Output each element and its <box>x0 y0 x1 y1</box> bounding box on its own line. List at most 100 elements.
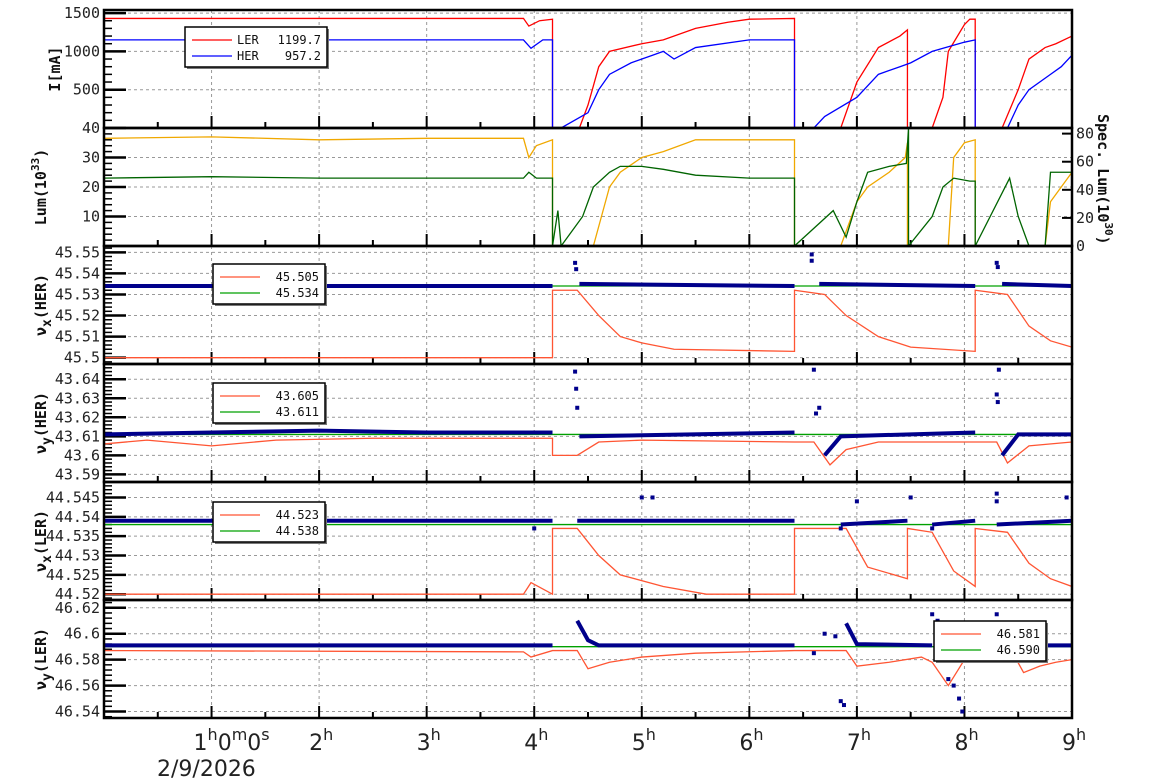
x-tick-label-part: 6 <box>739 731 753 756</box>
data-point <box>957 696 962 701</box>
y-tick-label: 44.535 <box>46 527 100 545</box>
right-axis-label-end: ) <box>1094 236 1112 245</box>
data-point <box>575 405 580 410</box>
legend-value: 46.581 <box>997 627 1040 641</box>
y-axis-label-sup: 33 <box>29 158 42 171</box>
series-segment-measured <box>840 518 908 527</box>
right-y-tick-label: 40 <box>1076 181 1094 199</box>
legend: 44.523 44.538 <box>212 501 327 544</box>
series-segment-measured <box>823 430 976 457</box>
series-group <box>104 367 1072 466</box>
data-point <box>930 526 935 531</box>
y-tick-label: 1000 <box>64 42 100 60</box>
data-point <box>811 651 816 656</box>
y-tick-label: 45.53 <box>55 285 100 303</box>
y-axis-label-sub: y <box>40 437 55 445</box>
data-point <box>822 631 827 636</box>
y-tick-label: 44.52 <box>55 585 100 603</box>
x-tick-label-part: 8 <box>954 731 968 756</box>
legend-value: 43.611 <box>276 405 319 419</box>
x-tick-label-part: 4 <box>524 731 538 756</box>
x-tick-label-part: h <box>208 725 218 744</box>
y-tick-label: 43.62 <box>55 408 100 426</box>
y-axis-label-sub: x <box>40 319 55 327</box>
series-group <box>104 17 1072 128</box>
legend-value: 44.523 <box>276 508 319 522</box>
data-point <box>809 258 814 263</box>
y-tick-label: 30 <box>82 149 100 167</box>
y-tick-label: 45.52 <box>55 307 100 325</box>
x-tick-label-part: h <box>538 725 548 744</box>
right-y-tick-label: 60 <box>1076 153 1094 171</box>
data-point <box>574 386 579 391</box>
x-tick-label: 2h <box>309 725 333 756</box>
data-point <box>639 495 644 500</box>
y-tick-label: 46.56 <box>55 677 100 695</box>
x-tick-label: 9h <box>1062 725 1086 756</box>
right-axis-label-text: Spec. Lum(10 <box>1094 114 1112 222</box>
y-axis-label-sub: y <box>40 673 55 681</box>
x-tick-label-part: h <box>431 725 441 744</box>
y-axis-label-text: ν <box>32 681 50 690</box>
y-tick-label: 43.6 <box>64 446 100 464</box>
series-segment-measured <box>579 281 795 289</box>
legend: 46.581 46.590 <box>933 620 1048 663</box>
data-point <box>809 252 814 257</box>
data-point <box>994 260 999 265</box>
series-line-Specific luminosity <box>104 128 1072 246</box>
right-y-tick-label: 20 <box>1076 209 1094 227</box>
y-axis-label-text: I[mA] <box>46 46 64 91</box>
series-segment-measured <box>996 518 1072 527</box>
y-axis-label: Lum(1033) <box>29 149 50 225</box>
y-axis-label-end: ) <box>32 149 50 158</box>
data-point <box>841 703 846 708</box>
series-segment-measured <box>844 622 933 648</box>
y-tick-label: 44.525 <box>46 566 100 584</box>
x-tick-label-part: h <box>861 725 871 744</box>
x-tick-label-part: h <box>646 725 656 744</box>
series-group <box>104 128 1072 246</box>
data-point <box>574 267 579 272</box>
y-axis-label-end: (HER) <box>32 392 50 437</box>
series-segment-measured <box>819 281 976 289</box>
data-point <box>995 400 1000 405</box>
legend-value: 44.538 <box>276 524 319 538</box>
data-point <box>1064 495 1069 500</box>
y-axis-label-text: ν <box>32 327 50 336</box>
y-tick-label: 46.6 <box>64 625 100 643</box>
y-tick-label: 45.55 <box>55 243 100 261</box>
right-y-tick-label: 80 <box>1076 125 1094 143</box>
legend-value: 46.590 <box>997 643 1040 657</box>
y-tick-label: 43.64 <box>55 370 100 388</box>
x-tick-label-part: 9 <box>1062 731 1076 756</box>
x-tick-label: 6h <box>739 725 763 756</box>
x-tick-label-part: 5 <box>632 731 646 756</box>
x-tick-label-part: m <box>232 725 248 744</box>
x-tick-label-part: 3 <box>417 731 431 756</box>
x-tick-label: 3h <box>417 725 441 756</box>
data-point <box>854 499 859 504</box>
data-point <box>996 367 1001 372</box>
x-tick-label: 8h <box>954 725 978 756</box>
y-tick-label: 43.59 <box>55 465 100 483</box>
legend-value: 45.505 <box>276 270 319 284</box>
legend-value: 957.2 <box>285 49 321 63</box>
legend-box <box>933 620 1047 662</box>
legend-box <box>184 26 328 68</box>
legend-value: 43.605 <box>276 389 319 403</box>
y-axis-label: I[mA] <box>46 46 64 91</box>
x-tick-label-part: h <box>323 725 333 744</box>
data-point <box>951 683 956 688</box>
y-tick-label: 44.54 <box>55 508 100 526</box>
legend-name: LER <box>237 33 259 47</box>
data-point <box>817 405 822 410</box>
x-tick-label-part: s <box>261 725 269 744</box>
y-tick-label: 10 <box>82 208 100 226</box>
legend-box <box>212 263 326 305</box>
legend: 43.605 43.611 <box>212 382 327 425</box>
y-tick-label: 44.53 <box>55 547 100 565</box>
x-tick-label: 5h <box>632 725 656 756</box>
y-axis-label-end: (HER) <box>32 274 50 319</box>
